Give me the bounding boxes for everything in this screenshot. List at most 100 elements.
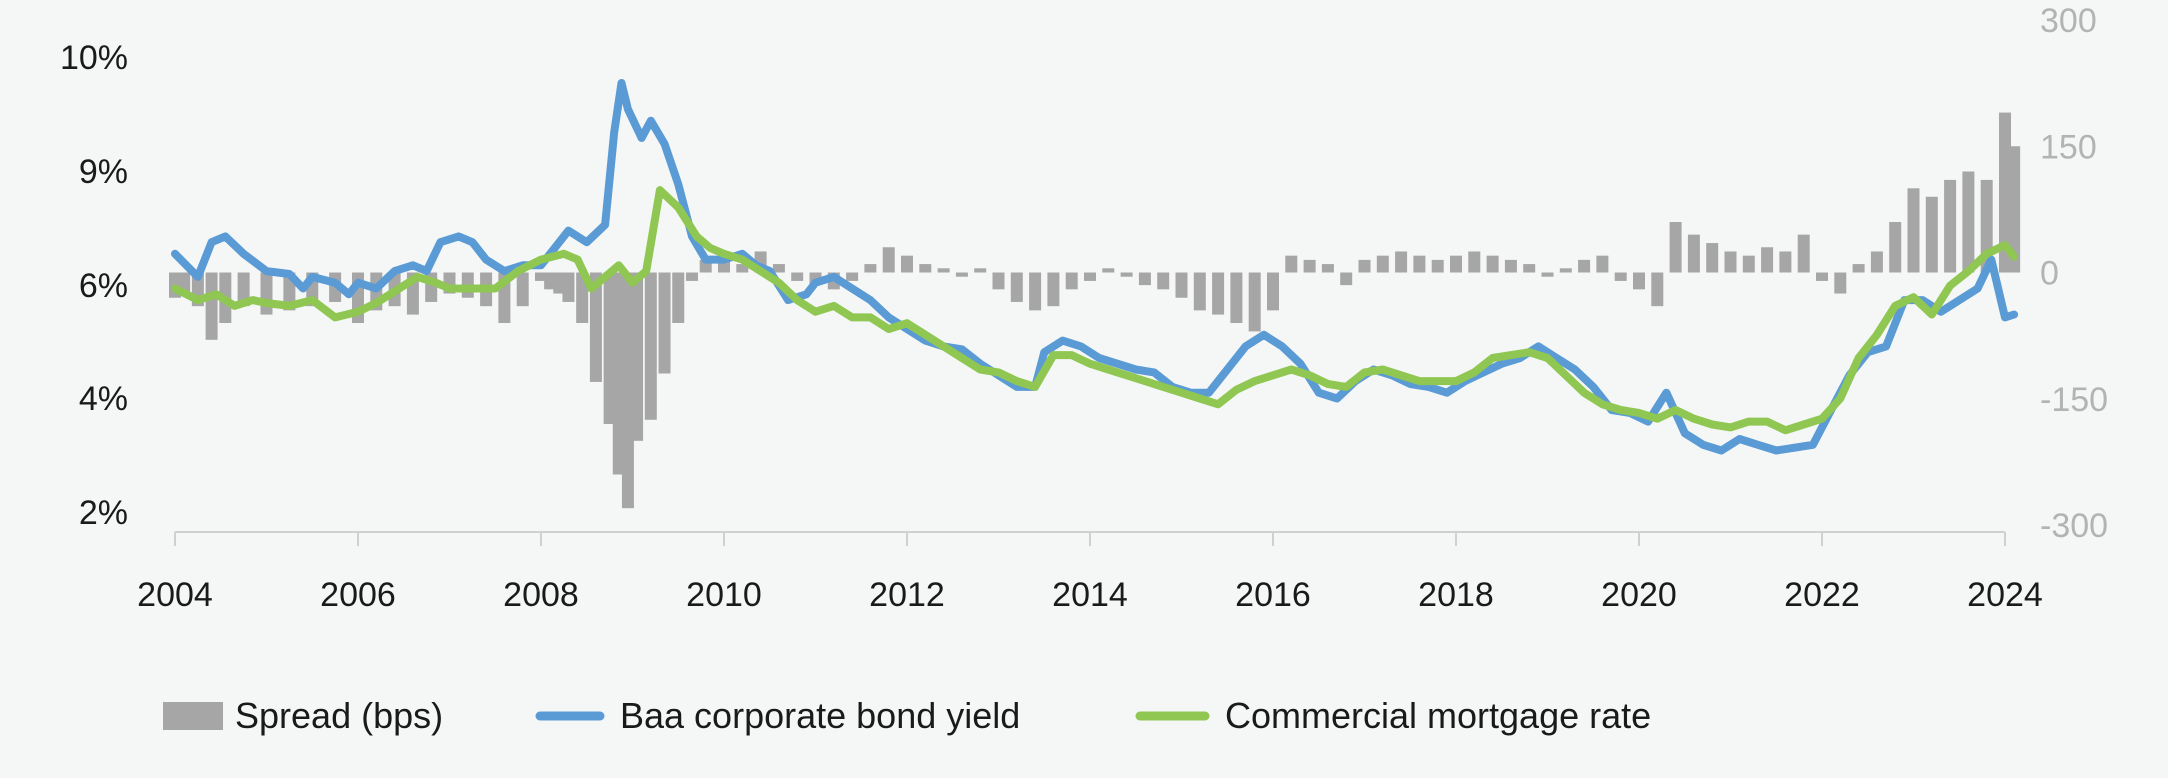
spread-bar	[1395, 251, 1408, 273]
spread-bar	[1889, 222, 1902, 273]
spread-bar	[1578, 259, 1591, 273]
y-right-tick-label: 150	[2040, 128, 2097, 166]
spread-bar	[1651, 272, 1664, 307]
spread-bar	[864, 264, 877, 273]
spread-bar	[1468, 251, 1481, 273]
spread-bar	[1193, 272, 1206, 311]
x-tick-label: 2012	[869, 576, 945, 614]
spread-bar	[1084, 272, 1096, 281]
spread-bar	[1944, 179, 1957, 273]
spread-bar	[2008, 146, 2021, 273]
spread-bar	[1962, 171, 1975, 273]
spread-bar	[658, 272, 671, 374]
spread-bar	[846, 272, 859, 281]
spread-bar	[1047, 272, 1060, 307]
spread-bar	[1907, 188, 1920, 273]
spread-bar	[612, 272, 625, 475]
x-tick-label: 2018	[1418, 576, 1494, 614]
spread-bar	[1504, 259, 1517, 273]
spread-bar	[1358, 259, 1371, 273]
spread-bar	[1816, 272, 1828, 281]
x-tick-label: 2006	[320, 576, 396, 614]
spread-bar	[1303, 259, 1316, 273]
spread-bar	[1614, 272, 1627, 281]
spread-bar	[1669, 222, 1682, 273]
spread-bar	[1834, 272, 1847, 294]
spread-bar	[1706, 243, 1719, 273]
y-left-tick-label: 10%	[60, 39, 128, 77]
spread-bar	[1029, 272, 1042, 311]
spread-bar	[992, 272, 1005, 290]
y-right-tick-label: 300	[2040, 2, 2097, 40]
spread-bar	[901, 255, 913, 273]
spread-bar	[1633, 272, 1645, 290]
spread-bar	[535, 272, 547, 281]
spread-bar	[1340, 272, 1353, 286]
spread-bar	[260, 272, 273, 315]
spread-bar	[919, 264, 932, 273]
spread-bar	[772, 264, 785, 273]
spread-bar	[974, 268, 987, 273]
spread-bar	[1761, 247, 1774, 273]
y-left-tick-label: 9%	[79, 153, 128, 191]
spread-bar	[544, 272, 557, 290]
spread-bar	[1285, 255, 1298, 273]
x-tick-label: 2022	[1784, 576, 1860, 614]
spread-bar	[603, 272, 616, 424]
spread-bar	[237, 272, 250, 307]
legend-label-cmr: Commercial mortgage rate	[1225, 695, 1651, 736]
x-tick-label: 2008	[503, 576, 579, 614]
y-right-tick-label: -300	[2040, 507, 2108, 545]
y-right-tick-label: 0	[2040, 255, 2059, 293]
spread-bar	[1779, 251, 1792, 273]
x-tick-label: 2024	[1967, 576, 2043, 614]
spread-bar	[1376, 255, 1389, 273]
spread-bar	[1065, 272, 1078, 290]
spread-bar	[1870, 251, 1883, 273]
spread-bar	[736, 264, 749, 273]
spread-bar	[576, 272, 589, 323]
spread-bar	[553, 272, 566, 294]
spread-bar	[685, 272, 698, 281]
spread-bar	[955, 272, 968, 277]
spread-bar	[1450, 255, 1462, 273]
spread-bar	[791, 272, 804, 281]
spread-bar	[1120, 272, 1133, 277]
spread-bar	[1175, 272, 1188, 298]
spread-bar	[1230, 272, 1243, 323]
spread-bar	[631, 272, 644, 441]
spread-bar	[644, 272, 657, 420]
spread-bar	[1267, 272, 1279, 311]
spread-bar	[516, 272, 529, 307]
spread-bar	[1248, 272, 1261, 332]
baa-yield-line	[171, 79, 2019, 455]
spread-bar	[937, 268, 950, 273]
x-tick-label: 2014	[1052, 576, 1128, 614]
spread-bar	[1523, 264, 1536, 273]
spread-bar	[1797, 234, 1810, 273]
spread-bar	[1413, 255, 1426, 273]
spread-bar	[1138, 272, 1151, 286]
x-tick-label: 2016	[1235, 576, 1311, 614]
spread-bar	[1486, 255, 1499, 273]
legend-label-baa: Baa corporate bond yield	[620, 695, 1020, 736]
legend-label-spread: Spread (bps)	[235, 695, 443, 736]
spread-bar	[205, 272, 218, 340]
x-tick-label: 2010	[686, 576, 762, 614]
spread-bar	[1724, 251, 1737, 273]
spread-bar	[1541, 272, 1554, 277]
spread-bar	[1102, 268, 1115, 273]
spread-bar	[1687, 234, 1700, 273]
spread-bar	[562, 272, 575, 302]
spread-bar	[1559, 268, 1572, 273]
spread-bar	[1321, 264, 1334, 273]
spread-bar	[1596, 255, 1609, 273]
spread-bar	[882, 247, 895, 273]
spread-bar	[672, 272, 685, 323]
spread-bar	[1742, 255, 1755, 273]
legend-swatch-spread	[163, 702, 223, 730]
spread-bar	[1925, 196, 1938, 273]
spread-bar	[1999, 112, 2011, 273]
